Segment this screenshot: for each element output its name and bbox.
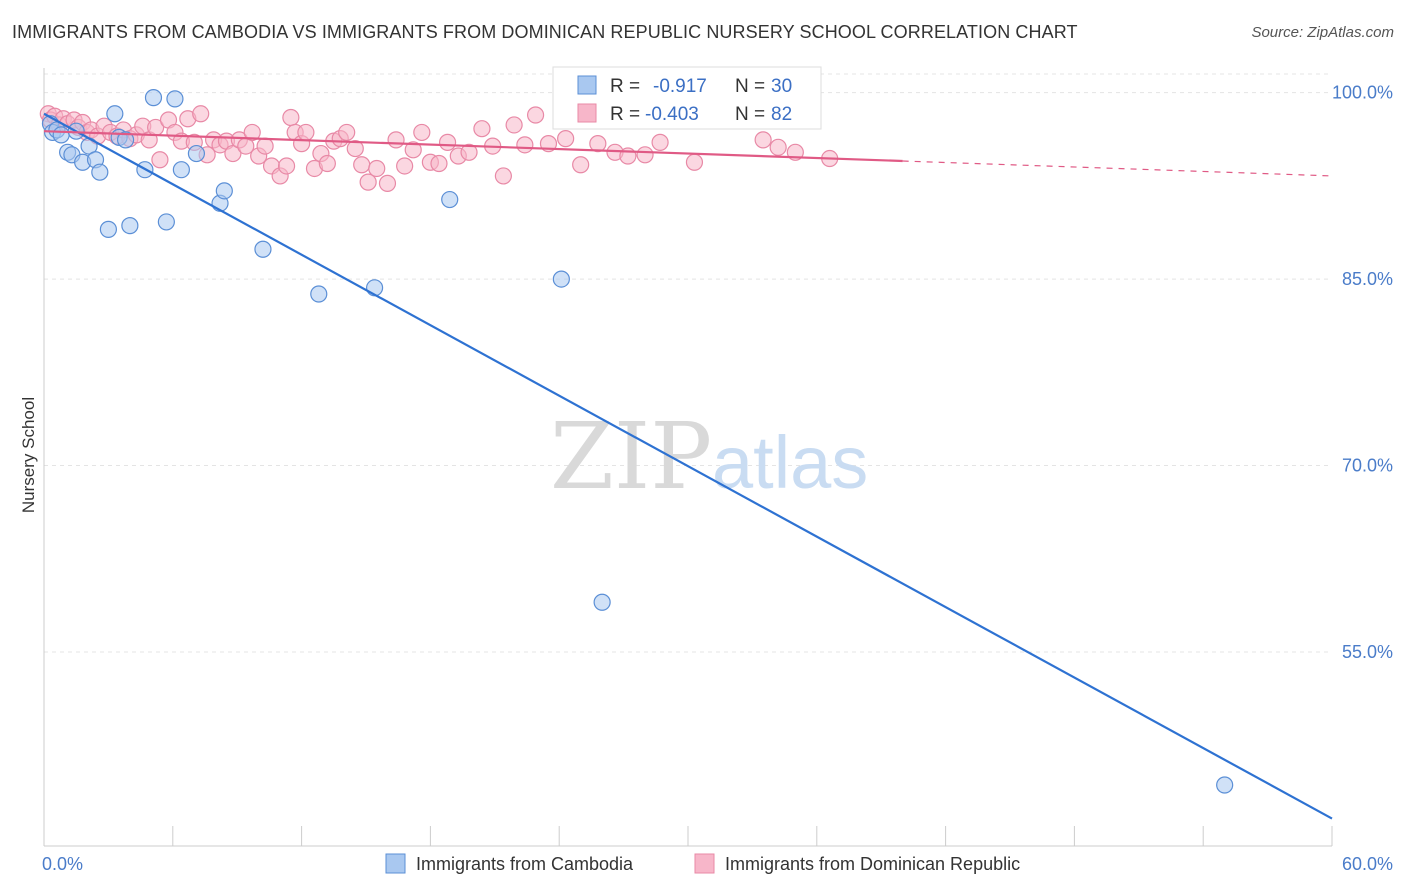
series-dominican-points — [39, 105, 839, 192]
data-point-dominican — [359, 173, 377, 191]
data-point-cambodia — [116, 131, 135, 149]
data-point-dominican — [754, 131, 772, 149]
x-tick-labels: 0.0% 60.0% — [42, 854, 1393, 874]
data-point-dominican — [526, 106, 545, 124]
stats-n-label-cambodia: N = — [735, 76, 765, 97]
data-point-cambodia — [552, 270, 570, 288]
watermark: ZIP atlas — [550, 403, 868, 510]
x-tick-label: 60.0% — [1342, 854, 1393, 874]
stats-r-label-dominican: R = — [610, 104, 640, 125]
data-point-cambodia — [1216, 776, 1234, 794]
stats-n-cambodia: 30 — [771, 76, 792, 97]
data-point-cambodia — [441, 190, 459, 209]
data-point-cambodia — [52, 126, 70, 144]
data-point-dominican — [413, 123, 431, 142]
data-point-dominican — [516, 136, 534, 154]
data-point-cambodia — [106, 105, 124, 123]
data-point-cambodia — [91, 163, 109, 181]
data-point-dominican — [378, 174, 397, 192]
data-point-dominican — [404, 141, 422, 159]
data-point-dominican — [256, 137, 274, 155]
stats-r-cambodia: -0.917 — [653, 76, 707, 97]
legend-label-dominican: Immigrants from Dominican Republic — [725, 854, 1020, 874]
data-point-cambodia — [254, 240, 272, 258]
data-point-dominican — [353, 156, 371, 174]
data-point-dominican — [589, 135, 607, 153]
data-point-cambodia — [365, 279, 384, 297]
data-point-dominican — [387, 131, 405, 149]
stats-n-dominican: 82 — [771, 104, 792, 125]
y-axis-label: Nursery School — [19, 397, 38, 513]
stats-r-label-cambodia: R = — [610, 76, 640, 97]
watermark-zip: ZIP — [550, 403, 712, 510]
legend-label-cambodia: Immigrants from Cambodia — [416, 854, 634, 874]
data-point-cambodia — [310, 285, 328, 303]
x-tick-label: 0.0% — [42, 854, 83, 874]
data-point-dominican — [769, 138, 787, 156]
data-point-cambodia — [144, 89, 163, 107]
source-label: Source: ZipAtlas.com — [1251, 24, 1394, 41]
data-point-dominican — [297, 123, 315, 142]
stats-n-label-dominican: N = — [735, 104, 765, 125]
data-point-dominican — [651, 133, 669, 151]
y-tick-label: 55.0% — [1342, 642, 1393, 662]
data-point-dominican — [460, 143, 478, 161]
stats-swatch-dominican — [577, 103, 597, 123]
trend-line-dominican — [43, 130, 903, 163]
trend-line-cambodia — [43, 112, 1333, 820]
legend-swatch-cambodia — [385, 853, 406, 874]
data-point-dominican — [346, 139, 364, 158]
data-point-dominican — [192, 105, 210, 123]
data-point-cambodia — [157, 213, 175, 231]
data-point-dominican — [282, 108, 300, 127]
data-point-cambodia — [187, 144, 206, 163]
data-point-cambodia — [593, 593, 611, 611]
data-point-dominican — [505, 116, 523, 134]
data-point-dominican — [557, 130, 575, 148]
stats-swatch-cambodia — [577, 75, 597, 95]
stats-box: R = -0.917 N = 30 R = -0.403 N = 82 — [552, 66, 822, 130]
y-tick-label: 100.0% — [1332, 83, 1393, 103]
trend-line-dominican-extension — [902, 160, 1333, 177]
data-point-dominican — [438, 133, 457, 151]
data-point-cambodia — [166, 90, 184, 108]
stats-r-dominican: -0.403 — [645, 104, 699, 125]
legend: Immigrants from Cambodia Immigrants from… — [385, 853, 1020, 874]
data-point-dominican — [572, 156, 590, 174]
y-tick-label: 85.0% — [1342, 269, 1393, 289]
chart-title: IMMIGRANTS FROM CAMBODIA VS IMMIGRANTS F… — [12, 22, 1078, 42]
data-point-dominican — [473, 120, 491, 138]
data-point-dominican — [151, 151, 169, 169]
watermark-atlas: atlas — [712, 421, 868, 504]
data-point-cambodia — [121, 217, 139, 235]
data-point-dominican — [243, 123, 261, 142]
data-point-dominican — [430, 154, 448, 173]
data-point-dominican — [636, 146, 654, 164]
data-point-dominican — [338, 123, 356, 142]
trend-lines — [43, 112, 1333, 820]
legend-swatch-dominican — [694, 853, 715, 874]
data-point-dominican — [396, 157, 414, 175]
data-point-dominican — [494, 167, 512, 185]
data-point-dominican — [368, 159, 386, 178]
data-point-cambodia — [99, 220, 118, 238]
data-point-cambodia — [215, 182, 233, 200]
y-tick-label: 70.0% — [1342, 456, 1393, 476]
y-tick-labels: 100.0% 85.0% 70.0% 55.0% — [1332, 83, 1393, 662]
data-point-cambodia — [172, 161, 190, 179]
data-point-dominican — [318, 154, 336, 173]
axes — [43, 68, 1333, 847]
data-point-dominican — [277, 157, 296, 175]
data-point-dominican — [685, 153, 704, 171]
